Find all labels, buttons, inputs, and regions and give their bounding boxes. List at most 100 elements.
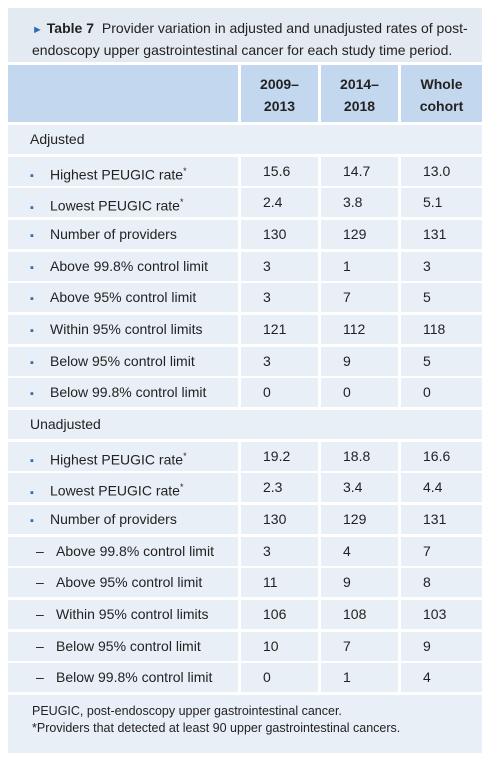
cell-value: 131 xyxy=(401,504,482,534)
row-marker: – xyxy=(36,637,44,654)
row-label-text: Number of providers xyxy=(50,225,177,242)
row-label-text: Lowest PEUGIC rate xyxy=(50,482,180,499)
row-label: ▪ Below 95% control limit xyxy=(8,346,238,376)
cell-value: 106 xyxy=(241,599,318,629)
row-label-text: Within 95% control limits xyxy=(56,605,209,622)
row-label-text: Above 99.8% control limit xyxy=(56,542,214,559)
footnote-ref: * xyxy=(179,482,184,493)
row-label-text: Within 95% control limits xyxy=(50,320,203,337)
footnotes: PEUGIC, post-endoscopy upper gastrointes… xyxy=(8,695,482,753)
header-cell: 2014– 2018 xyxy=(321,65,398,122)
cell-value: 7 xyxy=(321,631,398,661)
cell-value: 14.7 xyxy=(321,156,398,186)
header-line: 2009– xyxy=(260,76,299,92)
row-label: ▪ Highest PEUGIC rate* xyxy=(8,441,238,471)
footnote-ref: * xyxy=(179,197,184,208)
cell-value: 8 xyxy=(401,568,482,598)
header-cell: 2009– 2013 xyxy=(241,65,318,122)
cell-value: 118 xyxy=(401,314,482,344)
cell-value: 9 xyxy=(321,568,398,598)
cell-value: 3 xyxy=(241,346,318,376)
cell-value: 10 xyxy=(241,631,318,661)
row-marker: ▪ xyxy=(30,514,34,527)
cell-value: 9 xyxy=(401,631,482,661)
cell-value: 0 xyxy=(241,663,318,693)
cell-value: 3.8 xyxy=(321,188,398,218)
row-label-text: Below 95% control limit xyxy=(50,352,195,369)
cell-value: 5.1 xyxy=(401,188,482,218)
cell-value: 18.8 xyxy=(321,441,398,471)
row-marker: ▪ xyxy=(30,170,34,183)
cell-value: 2.3 xyxy=(241,473,318,503)
row-marker: – xyxy=(36,542,44,559)
footnote: *Providers that detected at least 90 upp… xyxy=(32,721,401,735)
caption: ► Table 7 Provider variation in adjusted… xyxy=(8,8,482,62)
row-marker: – xyxy=(36,669,44,686)
row-label: – Below 99.8% control limit xyxy=(8,663,238,693)
row-label: ▪ Below 99.8% control limit xyxy=(8,378,238,408)
row-label: ▪ Lowest PEUGIC rate* xyxy=(8,473,238,503)
cell-value: 0 xyxy=(321,378,398,408)
row-marker: – xyxy=(36,574,44,591)
row-label: ▪ Lowest PEUGIC rate* xyxy=(8,188,238,218)
cell-value: 129 xyxy=(321,504,398,534)
row-label-text: Above 95% control limit xyxy=(56,574,203,591)
cell-value: 103 xyxy=(401,599,482,629)
footnote-ref: * xyxy=(183,165,187,176)
row-marker: – xyxy=(36,605,44,622)
row-label: – Below 95% control limit xyxy=(8,631,238,661)
cell-value: 3 xyxy=(241,536,318,566)
row-label-text: Highest PEUGIC rate xyxy=(50,451,184,468)
row-marker: ▪ xyxy=(30,229,34,242)
row-label-text: Below 99.8% control limit xyxy=(56,669,213,686)
cell-value: 0 xyxy=(241,378,318,408)
section-title: Adjusted xyxy=(8,125,482,154)
cell-value: 7 xyxy=(321,283,398,313)
cell-value: 2.4 xyxy=(241,188,318,218)
cell-value: 5 xyxy=(401,283,482,313)
cell-value: 108 xyxy=(321,599,398,629)
cell-value: 112 xyxy=(321,314,398,344)
footnote: PEUGIC, post-endoscopy upper gastrointes… xyxy=(32,704,342,718)
row-label: ▪ Within 95% control limits xyxy=(8,314,238,344)
caption-marker: ► xyxy=(32,24,43,36)
row-label-text: Above 99.8% control limit xyxy=(50,257,208,274)
cell-value: 13.0 xyxy=(401,156,482,186)
row-label: ▪ Above 95% control limit xyxy=(8,283,238,313)
row-label: ▪ Number of providers xyxy=(8,504,238,534)
row-label-text: Below 99.8% control limit xyxy=(50,384,207,401)
header-cell: Whole cohort xyxy=(401,65,482,122)
table: 2009– 2013 2014– 2018 Whole cohort Adjusted ▪ Hi… xyxy=(8,65,482,695)
cell-value: 15.6 xyxy=(241,156,318,186)
cell-value: 130 xyxy=(241,219,318,249)
row-label-text: Highest PEUGIC rate xyxy=(50,166,184,183)
footnote-ref: * xyxy=(183,450,187,461)
cell-value: 3 xyxy=(241,283,318,313)
row-label-text: Number of providers xyxy=(50,510,177,527)
row-label-text: Above 95% control limit xyxy=(50,289,197,306)
header-line: 2014– xyxy=(340,76,379,92)
cell-value: 3 xyxy=(401,251,482,281)
row-marker: ▪ xyxy=(30,293,34,306)
row-label: – Above 95% control limit xyxy=(8,568,238,598)
cell-value: 4 xyxy=(401,663,482,693)
row-label: ▪ Highest PEUGIC rate* xyxy=(8,156,238,186)
cell-value: 4.4 xyxy=(401,473,482,503)
cell-value: 16.6 xyxy=(401,441,482,471)
row-label: – Above 99.8% control limit xyxy=(8,536,238,566)
header-line: Whole xyxy=(420,76,463,92)
cell-value: 19.2 xyxy=(241,441,318,471)
row-marker: ▪ xyxy=(30,261,34,274)
cell-value: 3.4 xyxy=(321,473,398,503)
row-label-text: Below 95% control limit xyxy=(56,637,201,654)
row-marker: ▪ xyxy=(30,356,34,369)
header-cell xyxy=(8,65,238,122)
cell-value: 1 xyxy=(321,663,398,693)
row-label-text: Lowest PEUGIC rate xyxy=(50,197,180,214)
cell-value: 11 xyxy=(241,568,318,598)
header-line: cohort xyxy=(419,98,464,114)
caption-text: Provider variation in adjusted and unadj… xyxy=(32,20,468,58)
row-label: ▪ Number of providers xyxy=(8,219,238,249)
cell-value: 121 xyxy=(241,314,318,344)
